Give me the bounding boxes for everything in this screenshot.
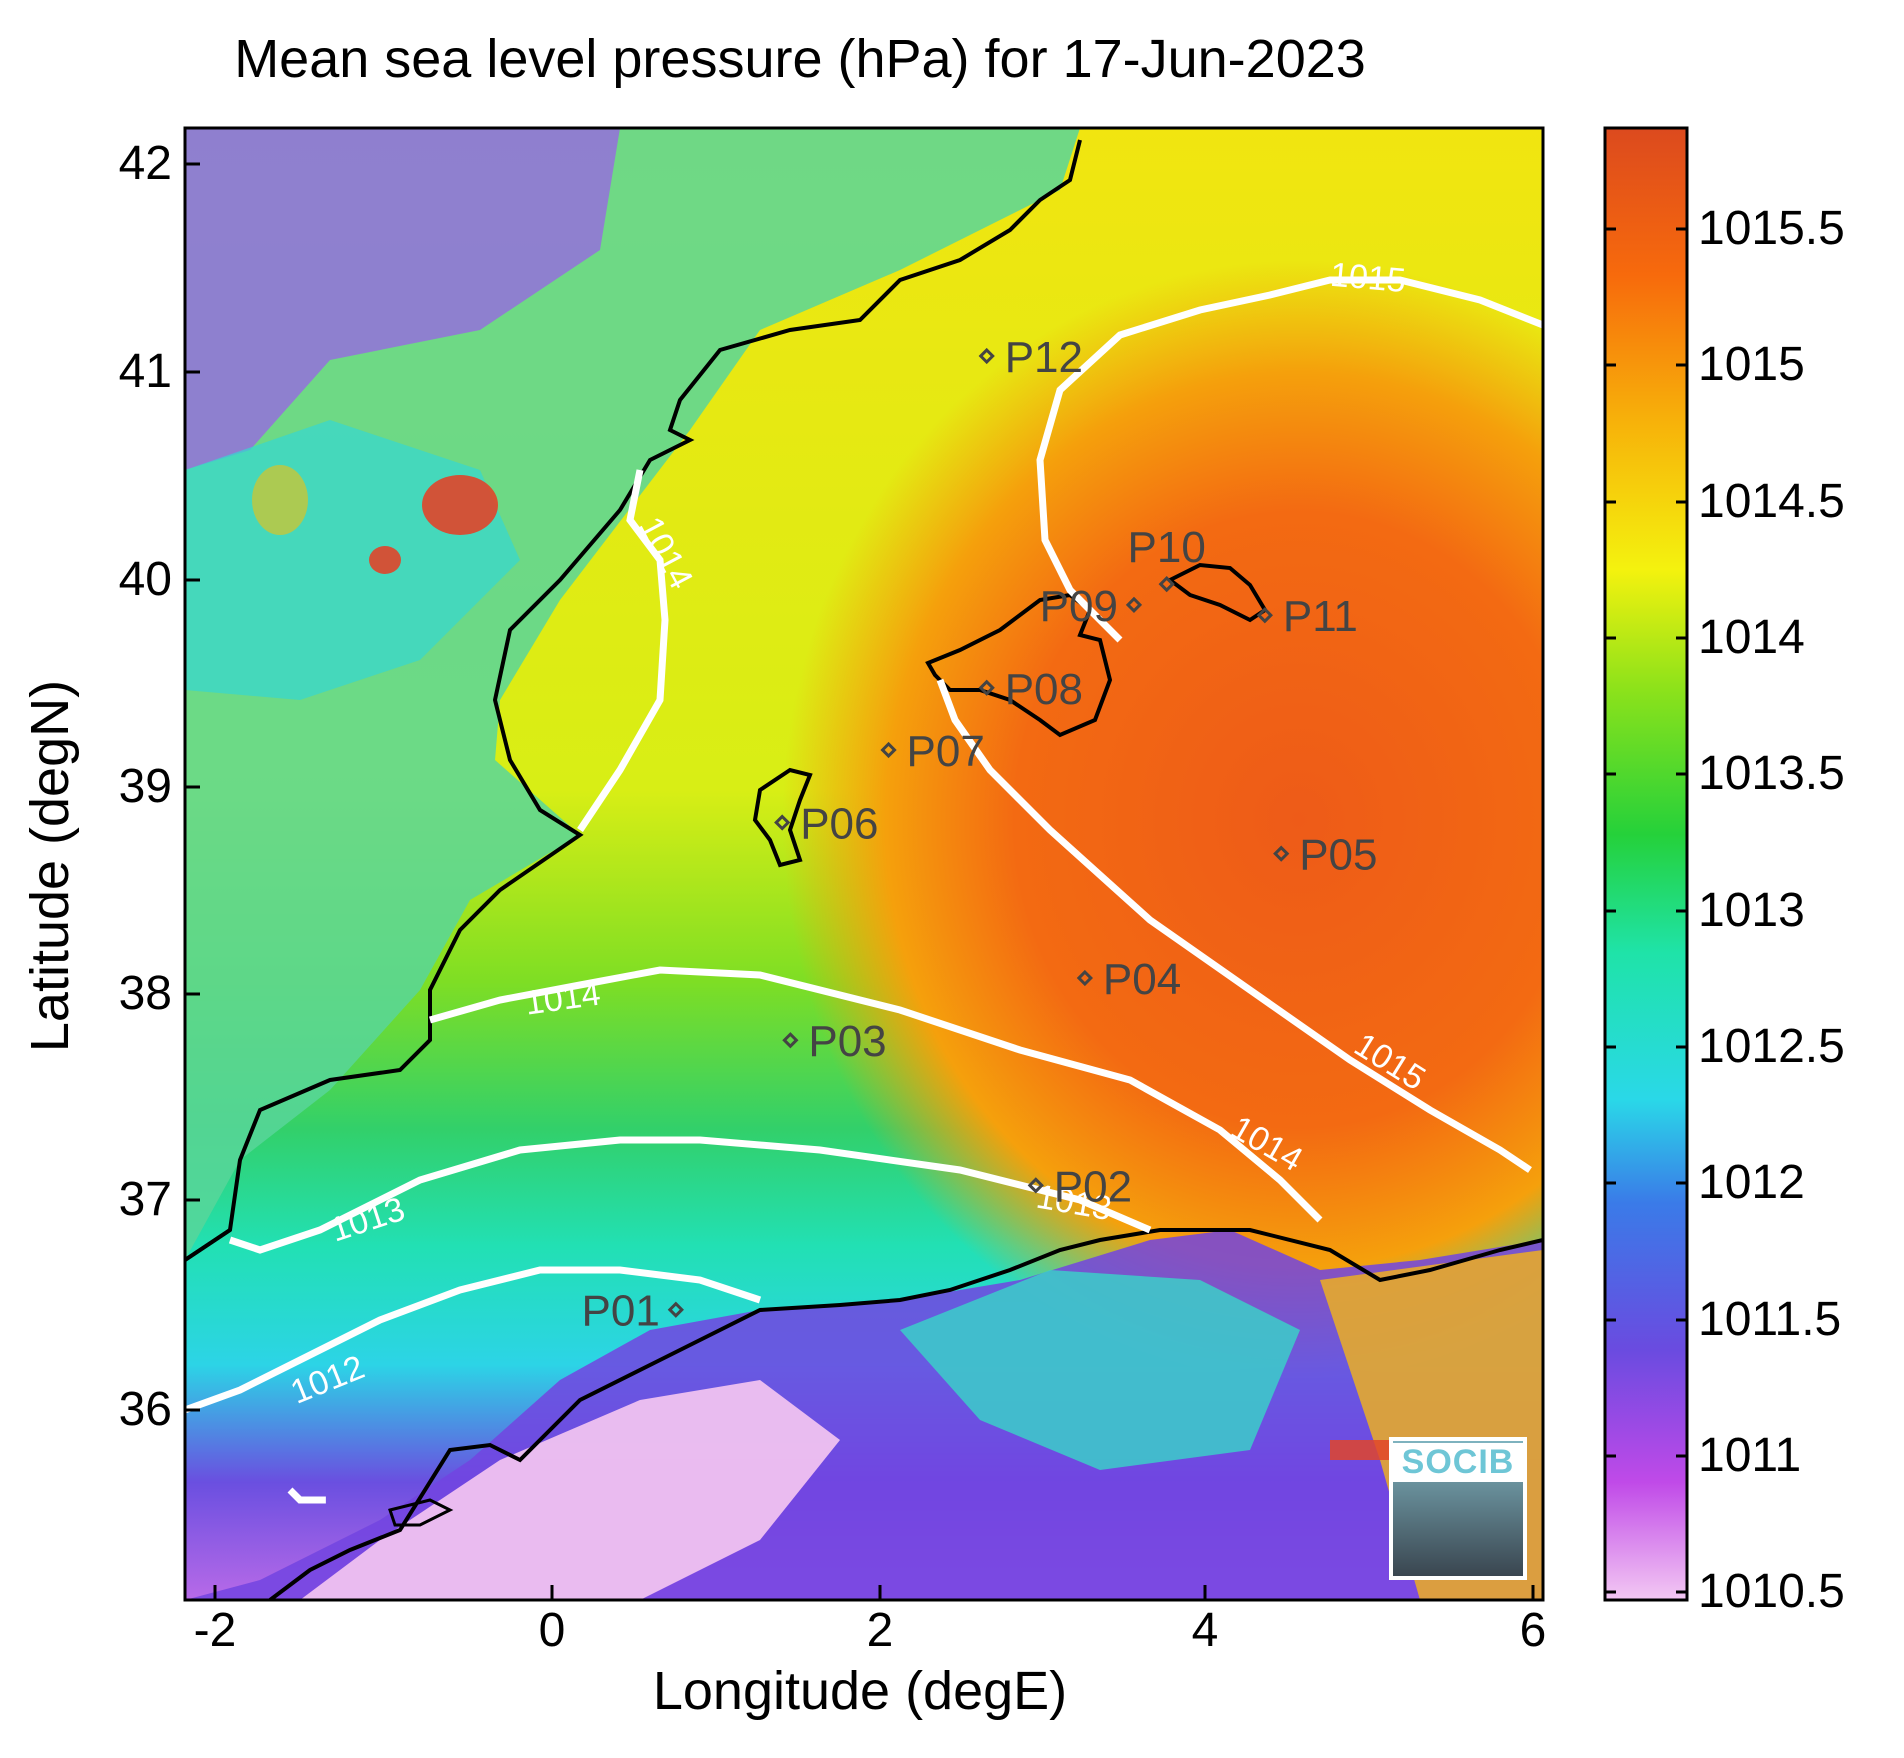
colorbar-label: 1010.5 xyxy=(1698,1565,1845,1618)
y-tick-label: 42 xyxy=(118,137,172,190)
contour-1012 xyxy=(185,1266,762,1414)
colorbar-label: 1015.5 xyxy=(1698,202,1845,255)
station-marker xyxy=(1076,969,1094,987)
logo-text: SOCIB xyxy=(1393,1443,1523,1482)
station-label: P01 xyxy=(582,1287,660,1336)
station-marker xyxy=(880,741,897,759)
contour-1015 xyxy=(1036,276,1543,643)
colorbar-label: 1014.5 xyxy=(1698,475,1845,528)
contour-label-1015-north: 1015 xyxy=(1329,256,1408,300)
station-marker xyxy=(782,1032,799,1049)
colorbar-label: 1013 xyxy=(1698,884,1805,937)
station-label: P04 xyxy=(1103,955,1181,1004)
y-axis-label: Latitude (degN) xyxy=(20,679,80,1053)
station-marker xyxy=(978,347,995,365)
station-label: P10 xyxy=(1128,523,1206,572)
station-label: P03 xyxy=(808,1017,886,1066)
station-label: P02 xyxy=(1054,1162,1132,1211)
chart-title: Mean sea level pressure (hPa) for 17-Jun… xyxy=(234,29,1366,89)
x-tick-label: 0 xyxy=(538,1604,566,1657)
station-marker xyxy=(1027,1177,1044,1194)
colorbar-label: 1015 xyxy=(1698,338,1805,391)
colorbar-label: 1012 xyxy=(1698,1156,1805,1209)
station-marker xyxy=(1158,575,1175,593)
station-marker xyxy=(667,1301,684,1318)
station-label: P07 xyxy=(907,727,985,776)
colorbar-ticks xyxy=(1605,227,1687,1594)
station-marker xyxy=(1125,596,1143,613)
y-tick-label: 37 xyxy=(118,1173,172,1226)
station-label: P11 xyxy=(1283,592,1358,641)
y-tick-label: 39 xyxy=(118,760,172,813)
colorbar-label: 1012.5 xyxy=(1698,1020,1845,1073)
coastline xyxy=(185,139,1082,1262)
contour-1014-south xyxy=(429,966,1323,1223)
station-marker xyxy=(774,814,791,831)
station-marker xyxy=(1256,607,1273,624)
plot-frame xyxy=(183,126,1545,1602)
station-label: P06 xyxy=(800,800,878,849)
contour-1013 xyxy=(228,1136,1152,1254)
colorbar-label: 1013.5 xyxy=(1698,747,1845,800)
x-axis-label: Longitude (degE) xyxy=(652,1661,1068,1721)
colorbar xyxy=(1603,126,1689,1602)
station-label: P08 xyxy=(1005,665,1083,714)
colorbar-label: 1011.5 xyxy=(1698,1293,1842,1346)
colorbar-label: 1014 xyxy=(1698,611,1805,664)
y-tick-label: 36 xyxy=(118,1383,172,1436)
colorbar-label: 1011 xyxy=(1698,1429,1802,1482)
station-label: P05 xyxy=(1299,831,1377,880)
contour-1014-west xyxy=(577,469,669,832)
y-tick-label: 40 xyxy=(118,553,172,606)
x-tick-label: 6 xyxy=(1519,1604,1547,1657)
station-marker xyxy=(1273,845,1290,862)
station-marker xyxy=(978,679,995,696)
x-tick-label: -2 xyxy=(193,1604,237,1657)
y-tick-label: 41 xyxy=(118,345,172,398)
socib-logo: SOCIB xyxy=(1389,1437,1527,1580)
station-label: P12 xyxy=(1005,333,1083,382)
map-field xyxy=(185,128,1543,1600)
x-tick-label: 4 xyxy=(1191,1604,1219,1657)
x-tick-label: 2 xyxy=(866,1604,894,1657)
y-tick-label: 38 xyxy=(118,967,172,1020)
station-label: P09 xyxy=(1040,582,1118,631)
axis-ticks xyxy=(185,162,1535,1600)
